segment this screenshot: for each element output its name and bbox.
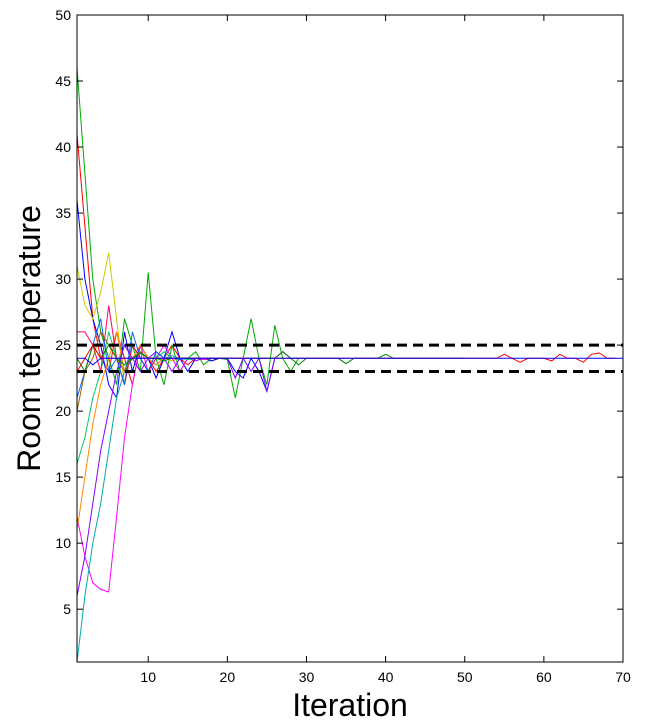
y-tick-label: 5 [63,601,71,617]
series-line-1 [76,133,228,385]
x-tick-label: 40 [378,669,394,685]
plot-frame [76,14,624,663]
x-tick-label: 20 [220,669,236,685]
y-tick-label: 25 [55,337,71,353]
y-tick-label: 30 [55,271,71,287]
y-tick-label: 45 [55,73,71,89]
y-tick-label: 10 [55,535,71,551]
y-tick-label: 15 [55,469,71,485]
series-layer [76,67,623,663]
x-tick-label: 50 [457,669,473,685]
series-line-15 [77,357,623,366]
series-line-4 [76,252,188,385]
reference-lines [77,343,623,374]
x-tick-label: 30 [299,669,315,685]
y-tick-label: 20 [55,403,71,419]
y-tick-label: 50 [55,7,71,23]
y-axis-label: Room temperature [11,205,47,472]
series-line-8 [76,343,299,597]
x-tick-label: 10 [140,669,156,685]
y-tick-label: 40 [55,139,71,155]
tick-layer: 10 20 30 40 50 60 70 5 10 15 20 25 30 35 40 45 50 [55,7,631,685]
series-line-5 [76,344,228,593]
y-tick-label: 35 [55,205,71,221]
x-tick-label: 60 [536,669,552,685]
x-axis-label: Iteration [292,687,408,723]
x-tick-label: 70 [615,669,631,685]
series-line-6 [76,343,188,663]
